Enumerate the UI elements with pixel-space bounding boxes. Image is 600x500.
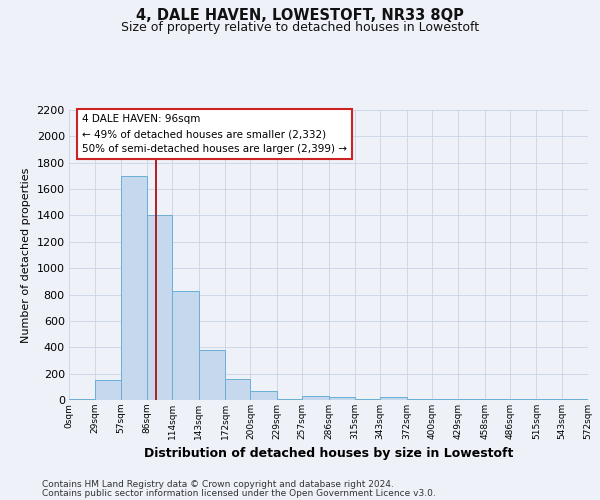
Bar (329, 396, 355, 400)
Bar (69, 398, 95, 400)
Bar (95, 380, 121, 400)
Text: 4, DALE HAVEN, LOWESTOFT, NR33 8QP: 4, DALE HAVEN, LOWESTOFT, NR33 8QP (136, 8, 464, 22)
Text: Contains HM Land Registry data © Crown copyright and database right 2024.: Contains HM Land Registry data © Crown c… (42, 480, 394, 489)
Bar (225, 379, 250, 400)
Bar (199, 350, 225, 400)
Bar (380, 396, 407, 400)
Text: 4 DALE HAVEN: 96sqm
← 49% of detached houses are smaller (2,332)
50% of semi-det: 4 DALE HAVEN: 96sqm ← 49% of detached ho… (82, 114, 347, 154)
Text: Size of property relative to detached houses in Lowestoft: Size of property relative to detached ho… (121, 21, 479, 34)
Y-axis label: Number of detached properties: Number of detached properties (21, 168, 31, 342)
Bar (147, 216, 172, 400)
Text: Contains public sector information licensed under the Open Government Licence v3: Contains public sector information licen… (42, 489, 436, 498)
Bar (302, 396, 329, 400)
Bar (250, 392, 277, 400)
X-axis label: Distribution of detached houses by size in Lowestoft: Distribution of detached houses by size … (144, 448, 513, 460)
Bar (121, 176, 147, 400)
Bar (172, 291, 199, 400)
